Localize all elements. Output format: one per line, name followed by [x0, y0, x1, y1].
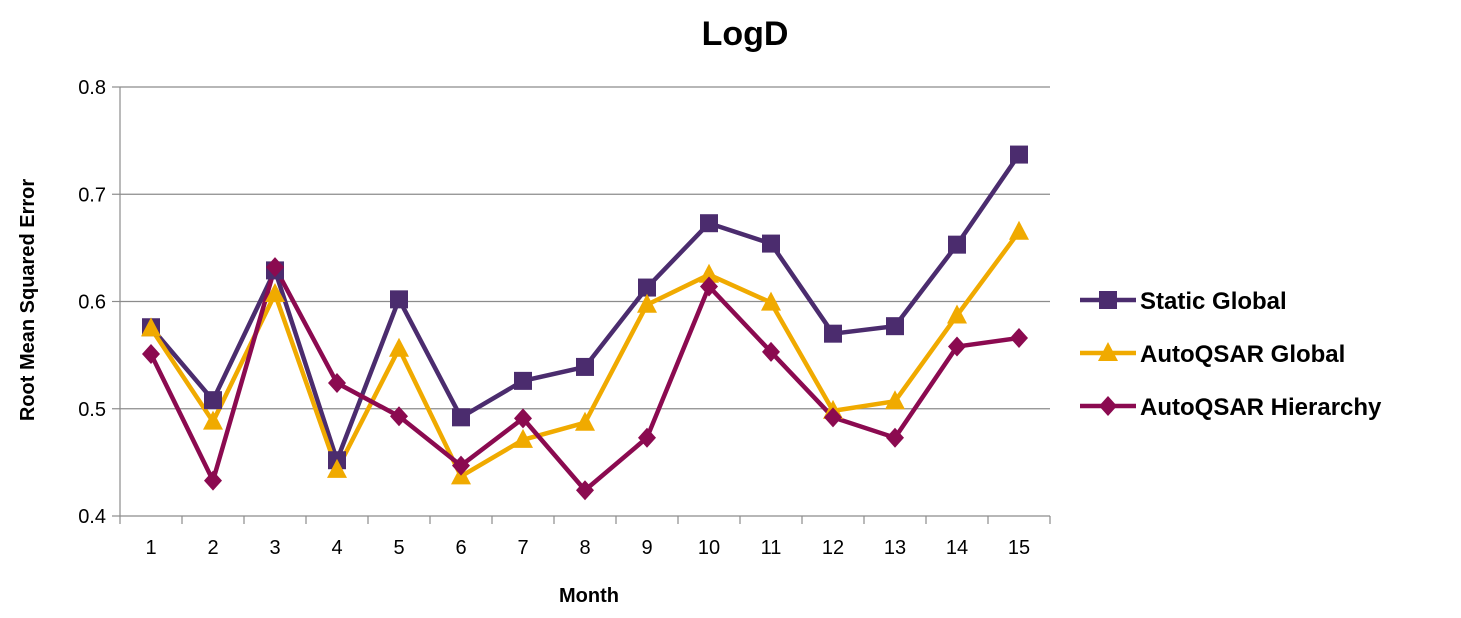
x-tick-label: 8: [579, 537, 590, 559]
data-point: [700, 276, 718, 297]
data-point: [824, 324, 842, 343]
data-point: [576, 357, 594, 376]
data-point: [513, 428, 533, 448]
data-point: [1010, 327, 1028, 348]
data-point: [948, 336, 966, 357]
data-point: [1010, 145, 1028, 164]
data-point: [390, 290, 408, 309]
data-point: [947, 304, 967, 324]
data-point: [142, 344, 160, 365]
legend-marker: [1099, 396, 1117, 416]
y-tick-label: 0.7: [78, 184, 106, 206]
y-axis-label: Root Mean Squared Error: [17, 179, 39, 421]
data-point: [141, 317, 161, 337]
series-markers: [141, 145, 1029, 501]
legend-entry: AutoQSAR Global: [1080, 341, 1345, 368]
data-point: [266, 257, 284, 278]
data-point: [452, 408, 470, 427]
data-point: [204, 470, 222, 491]
legend-marker: [1099, 291, 1117, 309]
data-point: [327, 458, 347, 478]
data-point: [514, 408, 532, 429]
x-tick-label: 14: [946, 537, 968, 559]
x-tick-label: 15: [1008, 537, 1030, 559]
legend-entry: AutoQSAR Hierarchy: [1080, 394, 1382, 421]
y-tick-label: 0.5: [78, 399, 106, 421]
data-point: [265, 282, 285, 302]
x-tick-label: 7: [517, 537, 528, 559]
data-point: [762, 234, 780, 253]
y-tick-label: 0.4: [78, 506, 106, 528]
x-tick-label: 10: [698, 537, 720, 559]
data-point: [700, 214, 718, 233]
data-point: [452, 455, 470, 476]
data-point: [885, 390, 905, 410]
data-point: [762, 341, 780, 362]
x-tick-label: 5: [393, 537, 404, 559]
data-point: [1009, 220, 1029, 240]
legend-marker: [1098, 342, 1118, 361]
legend: Static Global AutoQSAR Global AutoQSAR Hie…: [1080, 288, 1382, 421]
legend-label: AutoQSAR Global: [1140, 341, 1345, 368]
data-point: [638, 278, 656, 297]
legend-label: Static Global: [1140, 288, 1287, 315]
data-point: [576, 480, 594, 501]
axes: [112, 86, 1051, 524]
data-point: [948, 235, 966, 254]
x-tick-label: 6: [455, 537, 466, 559]
legend-entry: Static Global: [1080, 288, 1287, 315]
y-tick-label: 0.8: [78, 77, 106, 99]
data-point: [204, 391, 222, 410]
data-point: [824, 407, 842, 428]
data-point: [328, 373, 346, 394]
data-point: [390, 406, 408, 427]
data-point: [699, 263, 719, 283]
tick-labels: 0.40.50.60.70.81 2 3 4 5 6 7 8 9 10 11 12 13 14 15: [78, 77, 1030, 559]
data-point: [886, 317, 904, 336]
data-point: [389, 337, 409, 357]
x-tick-label: 9: [641, 537, 652, 559]
x-tick-label: 4: [331, 537, 342, 559]
x-tick-label: 13: [884, 537, 906, 559]
data-point: [514, 371, 532, 390]
x-tick-label: 3: [269, 537, 280, 559]
data-point: [761, 291, 781, 311]
data-point: [575, 411, 595, 431]
data-point: [638, 427, 656, 448]
chart-title: LogD: [702, 15, 789, 53]
data-point: [886, 427, 904, 448]
x-tick-label: 11: [761, 537, 782, 559]
y-tick-label: 0.6: [78, 292, 106, 314]
x-tick-label: 1: [145, 537, 156, 559]
data-point: [637, 293, 657, 313]
x-tick-label: 12: [822, 537, 844, 559]
data-point: [203, 410, 223, 430]
x-tick-label: 2: [207, 537, 218, 559]
x-axis-label: Month: [559, 585, 619, 607]
legend-label: AutoQSAR Hierarchy: [1140, 394, 1382, 421]
